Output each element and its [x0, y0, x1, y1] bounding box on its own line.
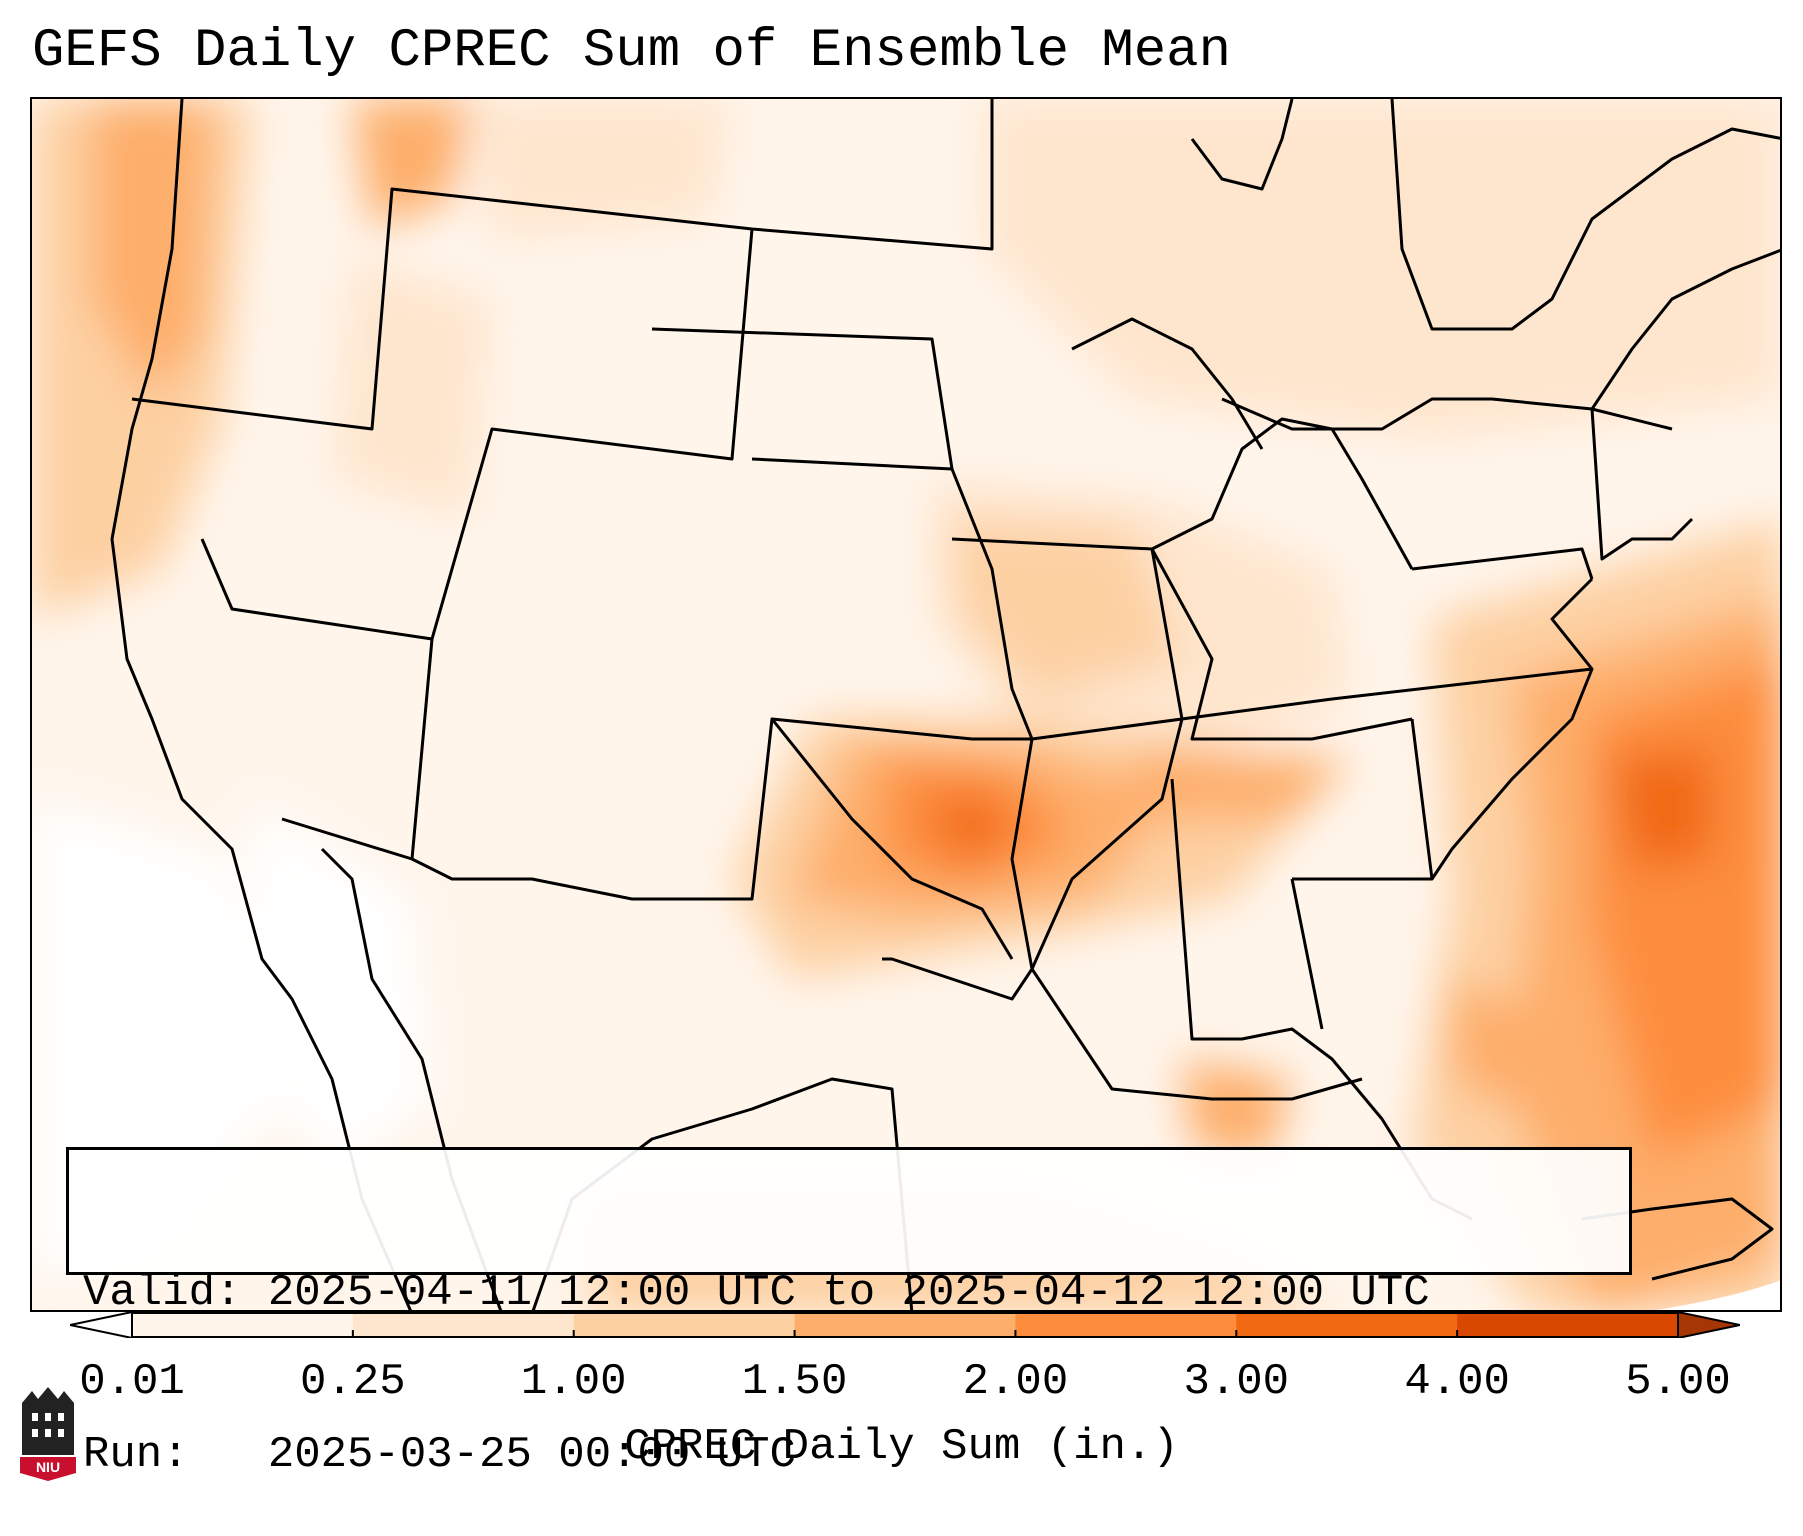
colorbar-segment: [794, 1312, 1016, 1338]
colorbar-under-arrow: [70, 1312, 133, 1338]
colorbar-over-arrow: [1677, 1312, 1740, 1338]
precipitation-map: [30, 97, 1782, 1312]
precip-field: [32, 99, 1780, 1310]
logo-text: NIU: [36, 1459, 60, 1475]
valid-label: Valid:: [83, 1268, 242, 1318]
colorbar-label: CPREC Daily Sum (in.): [624, 1422, 1179, 1472]
map-canvas: [32, 99, 1780, 1310]
colorbar-segment: [1236, 1312, 1458, 1338]
colorbar-tick-label: 0.25: [300, 1357, 406, 1407]
colorbar-tick-label: 2.00: [962, 1357, 1069, 1407]
run-row: Run: 2025-03-25 00:00 UTC: [83, 1428, 1615, 1482]
validity-info-box: Valid: 2025-04-11 12:00 UTC to 2025-04-1…: [66, 1147, 1632, 1480]
colorbar-tick-label: 4.00: [1404, 1357, 1510, 1407]
map-title: GEFS Daily CPREC Sum of Ensemble Mean: [32, 21, 1231, 82]
valid-row: Valid: 2025-04-11 12:00 UTC to 2025-04-1…: [83, 1266, 1615, 1320]
niu-castle-logo-icon: NIU: [18, 1385, 78, 1481]
colorbar-tick-label: 0.01: [79, 1357, 185, 1407]
coastline-and-borders: [110, 99, 1780, 1310]
colorbar-segment: [352, 1312, 575, 1338]
colorbar-segments: [70, 1312, 1740, 1338]
run-label: Run:: [83, 1430, 189, 1480]
colorbar-tick-label: 1.00: [520, 1357, 627, 1407]
colorbar: [70, 1312, 1740, 1338]
colorbar-segment: [132, 1312, 354, 1338]
run-value: 2025-03-25 00:00 UTC: [267, 1430, 796, 1480]
valid-value: 2025-04-11 12:00 UTC to 2025-04-12 12:00…: [267, 1268, 1430, 1318]
colorbar-segment: [1015, 1312, 1237, 1338]
colorbar-segment: [573, 1312, 796, 1338]
colorbar-tick-label: 3.00: [1183, 1357, 1290, 1407]
colorbar-outline: [131, 1312, 1679, 1338]
colorbar-tick-label: 5.00: [1625, 1357, 1731, 1407]
colorbar-segment: [1457, 1312, 1679, 1338]
colorbar-tick-label: 1.50: [741, 1357, 848, 1407]
